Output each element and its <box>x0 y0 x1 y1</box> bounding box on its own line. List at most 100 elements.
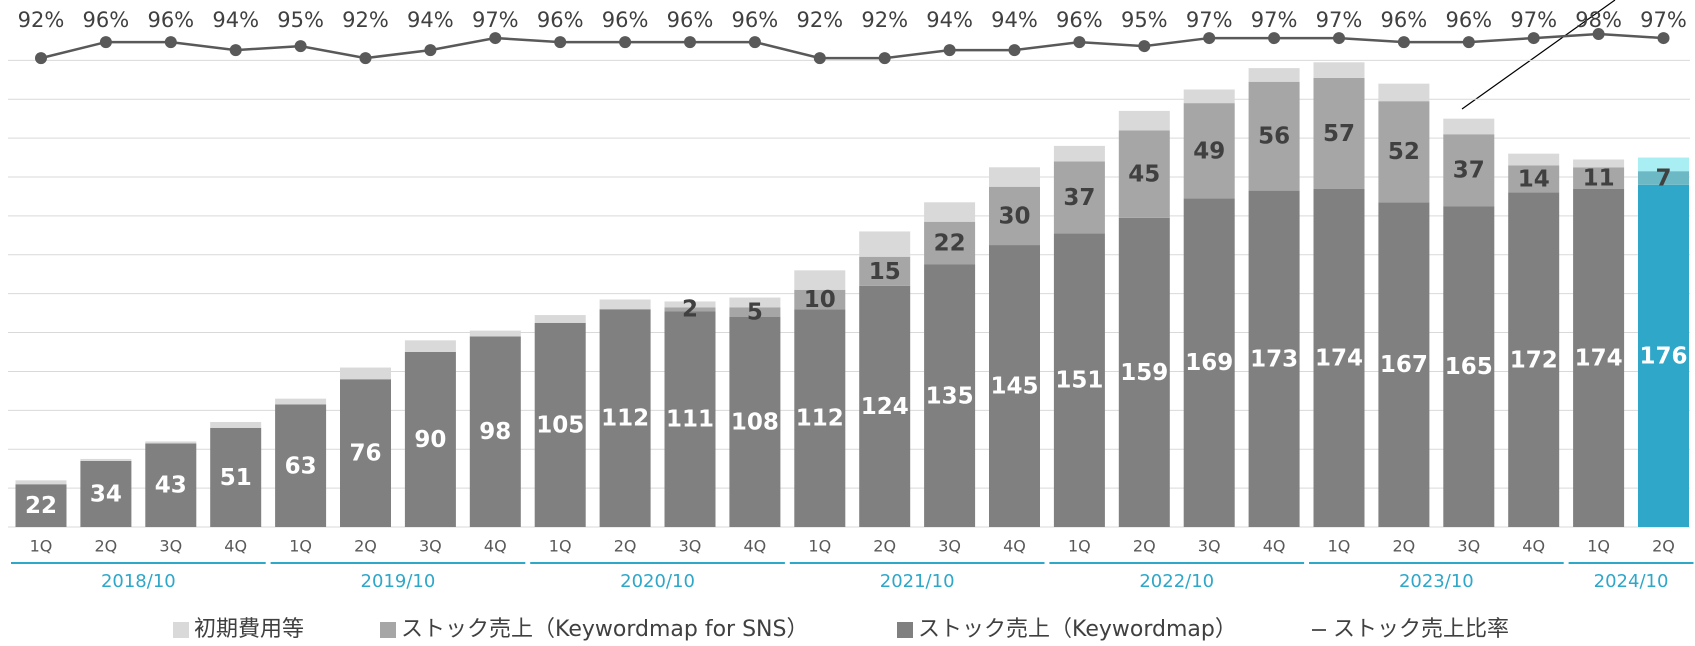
legend-marker <box>380 622 396 638</box>
x-tick-label: 2Q <box>873 537 896 556</box>
data-label: 108 <box>731 410 779 436</box>
bar-segment <box>1378 202 1430 527</box>
line-point <box>748 36 761 49</box>
bar-segment <box>275 404 327 527</box>
group-label: 2024/10 <box>1594 571 1669 592</box>
data-label: 7 <box>1655 165 1671 191</box>
line-point <box>619 36 632 49</box>
line-point <box>1397 36 1410 49</box>
data-label: 112 <box>796 406 844 432</box>
line-label: 96% <box>1381 8 1428 32</box>
bar-segment <box>794 309 846 527</box>
line-point <box>1527 32 1540 45</box>
bar-segment <box>469 336 521 527</box>
line-point <box>1462 36 1475 49</box>
data-label: 76 <box>349 441 381 467</box>
data-label: 172 <box>1510 347 1558 373</box>
bar-segment <box>859 256 911 286</box>
bar-segment <box>1638 171 1689 185</box>
data-label: 63 <box>285 453 317 479</box>
data-label: 173 <box>1250 346 1298 372</box>
bar-segment <box>599 309 651 527</box>
bar-segment <box>534 315 586 323</box>
bar-segment <box>1118 110 1170 131</box>
line-point <box>943 44 956 57</box>
bar-segment <box>404 352 456 527</box>
x-tick-label: 1Q <box>1587 537 1610 556</box>
data-label: 51 <box>220 465 252 491</box>
bar-segment <box>80 458 132 461</box>
bar-segment <box>15 480 67 485</box>
line-label: 97% <box>1316 8 1363 32</box>
x-tick-label: 4Q <box>1263 537 1286 556</box>
line-label: 97% <box>1510 8 1557 32</box>
x-tick-label: 2Q <box>354 537 377 556</box>
legend-label: 初期費用等 <box>194 617 304 642</box>
data-label: 124 <box>861 394 909 420</box>
data-label: 159 <box>1120 360 1168 386</box>
data-label: 112 <box>601 406 649 432</box>
bar-segment <box>1443 206 1495 527</box>
x-tick-label: 2Q <box>1393 537 1416 556</box>
data-label: 2 <box>682 297 698 323</box>
bar-segment <box>1183 103 1235 199</box>
line-point <box>424 44 437 57</box>
line-label: 96% <box>147 8 194 32</box>
bar-segment <box>924 264 976 527</box>
data-label: 45 <box>1128 162 1160 188</box>
bar-segment <box>275 398 327 405</box>
line-point <box>878 52 891 65</box>
line-point <box>1268 32 1281 45</box>
bar-segment <box>1183 198 1235 527</box>
bar-segment <box>145 443 197 527</box>
line-label: 94% <box>926 8 973 32</box>
line-point <box>813 52 826 65</box>
data-label: 56 <box>1258 124 1290 150</box>
bar-segment <box>80 460 132 527</box>
x-tick-label: 1Q <box>549 537 572 556</box>
data-label: 49 <box>1193 138 1225 164</box>
legend-marker <box>897 622 913 638</box>
data-label: 105 <box>536 412 584 438</box>
line-label: 97% <box>472 8 519 32</box>
line-point <box>1333 32 1345 45</box>
line-point <box>359 52 372 65</box>
x-tick-label: 4Q <box>484 537 507 556</box>
x-tick-label: 4Q <box>744 537 767 556</box>
bar-segment <box>1313 188 1365 527</box>
leader-line <box>1461 0 1616 110</box>
bar-segment <box>1508 192 1560 528</box>
bar-segment <box>1638 157 1689 172</box>
data-label: 174 <box>1315 345 1363 371</box>
bar-segment <box>210 427 262 527</box>
line-point <box>1073 36 1086 49</box>
line-label: 96% <box>1056 8 1103 32</box>
bar-segment <box>1313 77 1365 189</box>
line-point <box>684 36 696 49</box>
bar-segment <box>1508 165 1560 193</box>
bar-segment <box>1053 233 1105 527</box>
data-label: 98 <box>479 419 511 445</box>
group-label: 2021/10 <box>880 571 955 592</box>
x-tick-label: 2Q <box>1133 537 1156 556</box>
line-point <box>1203 32 1216 45</box>
bar-segment <box>1053 145 1105 162</box>
line-label: 94% <box>212 8 259 32</box>
bar-segment <box>664 311 716 527</box>
group-label: 2019/10 <box>361 571 436 592</box>
line-label: 94% <box>407 8 454 32</box>
data-label: 169 <box>1185 350 1233 376</box>
line-point <box>294 40 307 53</box>
data-label: 176 <box>1639 343 1687 369</box>
line-point <box>1008 44 1021 57</box>
x-tick-label: 1Q <box>1328 537 1351 556</box>
data-label: 57 <box>1323 121 1355 147</box>
x-tick-label: 3Q <box>679 537 702 556</box>
data-label: 135 <box>926 383 974 409</box>
line-point <box>1592 28 1605 41</box>
bar-segment <box>1248 190 1300 527</box>
data-label: 37 <box>1453 158 1485 184</box>
data-label: 14 <box>1518 166 1550 192</box>
data-label: 11 <box>1583 165 1615 191</box>
